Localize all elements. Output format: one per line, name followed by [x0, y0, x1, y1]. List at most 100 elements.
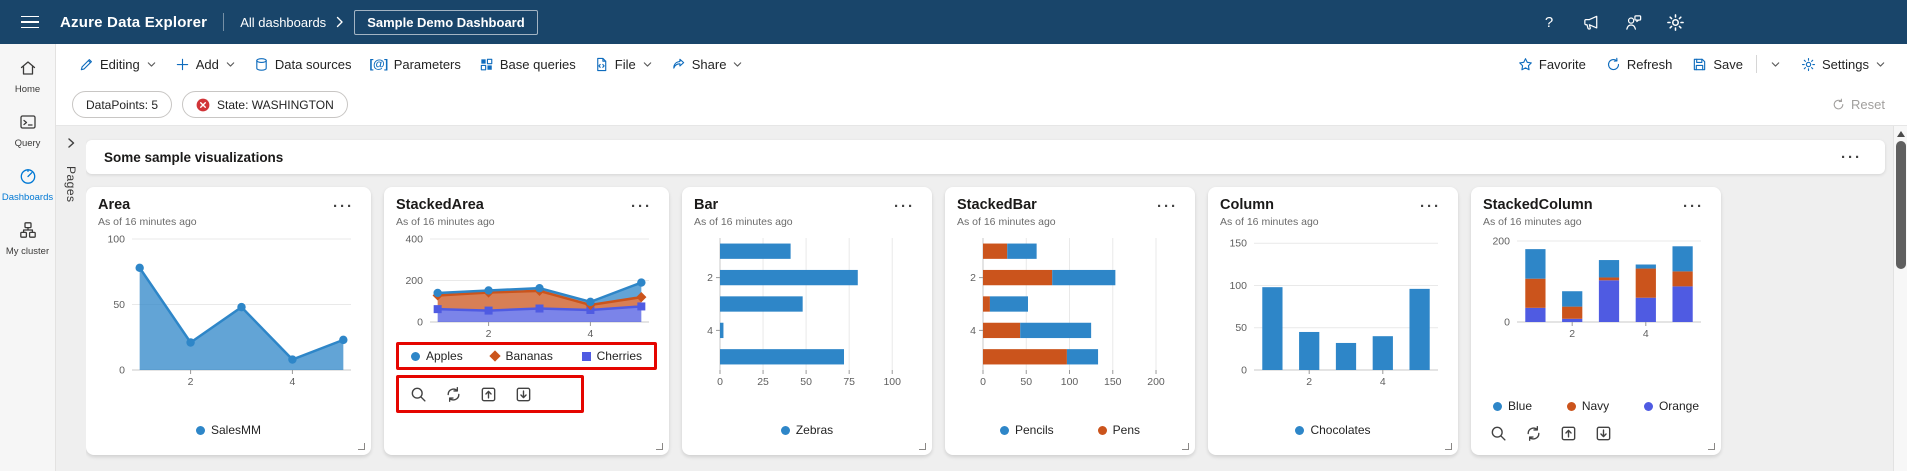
legend-item-pencils[interactable]: Pencils — [999, 423, 1054, 437]
legend-item-pens[interactable]: Pens — [1097, 423, 1141, 437]
area-chart[interactable]: 0 50 100 2 4 — [98, 232, 359, 390]
sidebar-item-dashboards[interactable]: Dashboards — [0, 164, 55, 205]
legend-marker — [1493, 401, 1502, 411]
stackedarea-chart[interactable]: 0 200 400 2 4 — [396, 232, 657, 342]
legend-item-orange[interactable]: Orange — [1643, 399, 1699, 413]
search-icon[interactable] — [407, 383, 429, 405]
file-menu-button[interactable]: File — [585, 49, 662, 79]
column-chart[interactable]: 0 50 100 150 2 4 — [1220, 232, 1446, 390]
save-split-chevron-button[interactable] — [1761, 49, 1790, 79]
portal-settings-button[interactable] — [1658, 5, 1692, 39]
legend-marker — [999, 425, 1009, 435]
move-down-icon[interactable] — [1592, 422, 1614, 444]
refresh-icon[interactable] — [1522, 422, 1544, 444]
filter-pill-datapoints[interactable]: DataPoints: 5 — [72, 91, 173, 118]
legend-item-navy[interactable]: Navy — [1566, 399, 1609, 413]
save-button[interactable]: Save — [1683, 49, 1752, 79]
stackedbar-chart[interactable]: 0 50 100 150 200 2 4 — [957, 232, 1183, 390]
svg-text:100: 100 — [1061, 376, 1079, 388]
svg-text:50: 50 — [1235, 322, 1247, 334]
more-options-button[interactable]: ··· — [328, 197, 359, 216]
bar-chart[interactable]: 0 25 50 75 100 2 4 — [694, 232, 920, 390]
feedback-button[interactable] — [1616, 5, 1650, 39]
move-down-icon[interactable] — [512, 383, 534, 405]
tile-column: Column As of 16 minutes ago ··· 0 50 100 15… — [1208, 187, 1458, 455]
legend-label: Apples — [426, 349, 463, 363]
help-button[interactable]: ? — [1532, 5, 1566, 39]
more-options-button[interactable]: ··· — [626, 197, 657, 216]
move-up-icon[interactable] — [477, 383, 499, 405]
favorite-button[interactable]: Favorite — [1509, 49, 1595, 79]
more-options-button[interactable]: ··· — [1415, 197, 1446, 216]
resize-handle[interactable] — [919, 443, 926, 450]
move-up-icon[interactable] — [1557, 422, 1579, 444]
base-queries-button[interactable]: Base queries — [470, 49, 585, 79]
more-options-button[interactable]: ··· — [1836, 148, 1867, 167]
refresh-icon[interactable] — [442, 383, 464, 405]
svg-text:0: 0 — [717, 376, 723, 388]
filter-pill-state[interactable]: State: WASHINGTON — [182, 91, 348, 118]
legend-item-chocolates[interactable]: Chocolates — [1295, 423, 1371, 437]
hamburger-menu-icon[interactable] — [10, 2, 50, 42]
legend-item-apples[interactable]: Apples — [411, 349, 463, 363]
svg-text:4: 4 — [1643, 328, 1649, 340]
legend-label: Blue — [1508, 399, 1533, 413]
tile-title: StackedArea — [396, 197, 484, 213]
resize-handle[interactable] — [1182, 443, 1189, 450]
svg-text:200: 200 — [405, 275, 423, 287]
cluster-icon — [18, 220, 38, 243]
refresh-button[interactable]: Refresh — [1597, 49, 1682, 79]
resize-handle[interactable] — [1445, 443, 1452, 450]
breadcrumb-all-dashboards[interactable]: All dashboards — [240, 14, 327, 30]
legend-item-cherries[interactable]: Cherries — [581, 349, 642, 363]
tile-subtitle: As of 16 minutes ago — [98, 216, 197, 228]
filter-pill-label: State: WASHINGTON — [217, 97, 334, 112]
reset-button[interactable]: Reset — [1832, 97, 1885, 112]
legend-item-blue[interactable]: Blue — [1493, 399, 1532, 413]
editing-menu-button[interactable]: Editing — [70, 49, 166, 79]
legend-item-bananas[interactable]: Bananas — [489, 349, 553, 363]
more-options-button[interactable]: ··· — [1678, 197, 1709, 216]
more-options-button[interactable]: ··· — [889, 197, 920, 216]
legend-item-salesmm[interactable]: SalesMM — [195, 423, 261, 437]
legend-label: Pens — [1112, 423, 1141, 437]
sidebar-item-home[interactable]: Home — [0, 56, 55, 97]
scrollbar-thumb[interactable] — [1895, 141, 1906, 269]
svg-text:150: 150 — [1104, 376, 1122, 388]
sidebar-item-label: Query — [14, 138, 41, 149]
database-icon — [254, 57, 269, 72]
svg-text:200: 200 — [1147, 376, 1165, 388]
stackedcolumn-chart[interactable]: 0 200 2 4 — [1483, 232, 1709, 342]
sidebar-item-query[interactable]: Query — [0, 110, 55, 151]
filter-pill-label: DataPoints: 5 — [86, 97, 159, 112]
legend-marker — [780, 425, 790, 435]
svg-text:2: 2 — [1306, 376, 1312, 388]
pages-panel-label[interactable]: Pages — [64, 166, 78, 203]
settings-gear-icon — [1666, 13, 1685, 32]
feedback-person-icon — [1624, 13, 1643, 32]
more-options-button[interactable]: ··· — [1152, 197, 1183, 216]
parameters-button[interactable]: [@] Parameters — [360, 49, 469, 79]
add-menu-button[interactable]: Add — [166, 49, 245, 79]
resize-handle[interactable] — [1708, 443, 1715, 450]
tile-area: Area As of 16 minutes ago ··· 0 50 100 2 4 S… — [86, 187, 371, 455]
svg-text:0: 0 — [1504, 317, 1510, 329]
legend-item-zebras[interactable]: Zebras — [780, 423, 833, 437]
dashboard-title[interactable]: Sample Demo Dashboard — [354, 9, 538, 35]
share-menu-button[interactable]: Share — [662, 49, 753, 79]
scroll-up-arrow-icon[interactable] — [1896, 131, 1905, 137]
sidebar-item-my-cluster[interactable]: My cluster — [0, 218, 55, 259]
data-sources-button[interactable]: Data sources — [245, 49, 361, 79]
settings-menu-button[interactable]: Settings — [1792, 49, 1895, 79]
expand-pages-chevron-icon[interactable] — [66, 136, 76, 154]
svg-text:2: 2 — [188, 376, 194, 388]
svg-text:2: 2 — [1569, 328, 1575, 340]
legend-marker — [1295, 425, 1305, 435]
vertical-scrollbar[interactable] — [1893, 126, 1907, 471]
resize-handle[interactable] — [656, 443, 663, 450]
chevron-down-icon — [225, 59, 236, 70]
announcements-button[interactable] — [1574, 5, 1608, 39]
chart-legend: Zebras — [694, 423, 920, 439]
resize-handle[interactable] — [358, 443, 365, 450]
search-icon[interactable] — [1487, 422, 1509, 444]
